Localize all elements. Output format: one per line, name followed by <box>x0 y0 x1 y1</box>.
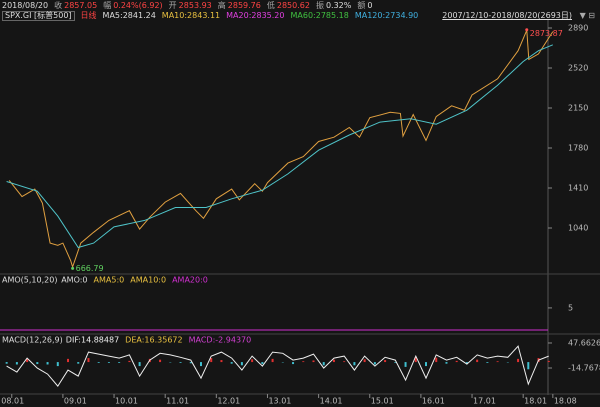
quote-label: 振 <box>315 1 324 10</box>
date-range[interactable]: 2007/12/10-2018/08/20(2693日) <box>442 11 572 20</box>
dif-line <box>6 345 549 387</box>
quote-value: 2853.93 <box>178 1 212 10</box>
annotation-point <box>71 266 75 270</box>
panel-legend: DIF:14.88487 <box>66 336 119 345</box>
y-tick-label: 1780 <box>568 144 588 153</box>
quote-label: 高 <box>217 1 226 10</box>
y-tick-label: 5 <box>568 303 573 312</box>
quote-item: 收 2857.05 <box>54 1 97 11</box>
panel-legend: AMA5:0 <box>94 276 125 285</box>
quote-value: 0.32% <box>325 1 352 10</box>
annotation: 666.79 <box>76 264 104 273</box>
quote-item: 振 0.32% <box>316 1 351 11</box>
panel-legend: AMO:0 <box>61 276 87 285</box>
quote-value: 2857.05 <box>64 1 98 10</box>
y-tick-label: 2150 <box>568 104 588 113</box>
quote-item: 高 2859.76 <box>218 1 261 11</box>
quote-label: 幅 <box>103 1 112 10</box>
quote-label: 额 <box>357 1 366 10</box>
y-tick-label: 1040 <box>568 224 588 233</box>
y-tick-label: 2890 <box>568 24 588 33</box>
panel-legend: DEA:16.35672 <box>125 336 182 345</box>
x-tick-label: 18.01 <box>524 397 547 406</box>
date: 2018/08/20 <box>2 1 49 10</box>
quote-label: 开 <box>168 1 177 10</box>
toolbar-icons[interactable]: ▼ ⊟ <box>579 11 595 20</box>
annotation: 2873.87 <box>530 29 563 38</box>
y-tick-label: 2520 <box>568 64 588 73</box>
y-tick-label: 47.66262 <box>568 338 600 347</box>
panel-legend: AMA10:0 <box>130 276 166 285</box>
x-tick-label: 08.01 <box>1 397 24 406</box>
panel-legend: AMA20:0 <box>172 276 208 285</box>
x-tick-label: 13.01 <box>268 397 291 406</box>
price-line <box>6 44 553 249</box>
x-tick-label: 14.01 <box>320 397 343 406</box>
ma-value: MA10:2843.11 <box>161 11 221 20</box>
quote-bar: 2018/08/20 收 2857.05 幅 0.24%(6.92) 开 2853.93 高… <box>2 1 598 11</box>
y-tick-label: 1410 <box>568 184 588 193</box>
period: 日线 <box>80 11 97 20</box>
x-tick-label: 11.01 <box>166 397 189 406</box>
ma-value: MA120:2734.90 <box>354 11 419 20</box>
quote-value: 0.24%(6.92) <box>113 1 163 10</box>
x-tick-label: 16.01 <box>422 397 445 406</box>
x-tick-label: 12.01 <box>217 397 240 406</box>
x-tick-label: 17.01 <box>473 397 496 406</box>
panel-title: MACD(12,26,9) <box>2 336 63 345</box>
annotation-point <box>525 28 529 32</box>
panel-legend: MACD:-2.94370 <box>189 336 252 345</box>
quote-value: 2850.62 <box>276 1 310 10</box>
y-tick-label: -14.76782 <box>568 363 600 372</box>
symbol: SPX.GI [标普500] <box>2 11 75 21</box>
quote-value: 0 <box>367 1 373 10</box>
quote-label: 低 <box>266 1 275 10</box>
legend-bar: SPX.GI [标普500] 日线 MA5:2841.24 MA10:2843.1… <box>2 11 598 21</box>
quote-item: 幅 0.24%(6.92) <box>103 1 162 11</box>
x-tick-label: 10.01 <box>115 397 138 406</box>
ma-value: MA5:2841.24 <box>102 11 156 20</box>
panel-title: AMO(5,10,20) <box>2 276 57 285</box>
quote-value: 2859.76 <box>227 1 261 10</box>
quote-item: 开 2853.93 <box>169 1 212 11</box>
x-tick-label: 18.08 <box>554 397 577 406</box>
x-tick-label: 09.01 <box>64 397 87 406</box>
quote-item: 低 2850.62 <box>267 1 310 11</box>
ma-value: MA60:2785.18 <box>290 11 349 20</box>
price-line <box>8 30 554 269</box>
ma-value: MA20:2835.20 <box>226 11 285 20</box>
x-tick-label: 15.01 <box>371 397 394 406</box>
quote-label: 收 <box>54 1 63 10</box>
